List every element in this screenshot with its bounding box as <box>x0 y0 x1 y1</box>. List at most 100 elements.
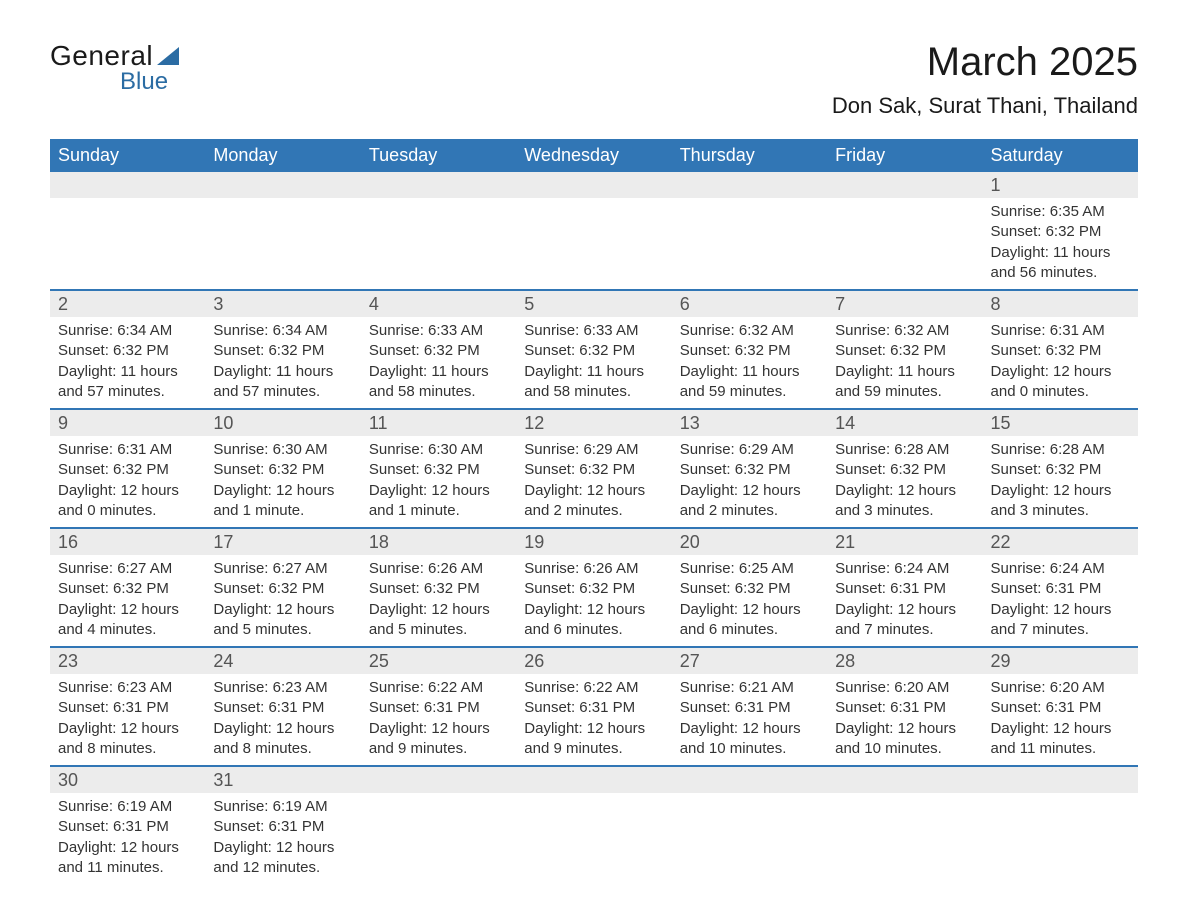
sunrise-text: Sunrise: 6:24 AM <box>835 559 974 579</box>
day-number: 19 <box>524 532 544 552</box>
daylight-text-line1: Daylight: 11 hours <box>213 362 352 382</box>
day-details-cell: Sunrise: 6:23 AMSunset: 6:31 PMDaylight:… <box>205 674 360 766</box>
week-details-row: Sunrise: 6:31 AMSunset: 6:32 PMDaylight:… <box>50 436 1138 528</box>
daylight-text-line2: and 6 minutes. <box>680 620 819 640</box>
day-number: 17 <box>213 532 233 552</box>
daylight-text-line1: Daylight: 12 hours <box>991 719 1130 739</box>
sunset-text: Sunset: 6:32 PM <box>835 341 974 361</box>
day-number-cell: 23 <box>50 647 205 674</box>
sunrise-text: Sunrise: 6:26 AM <box>369 559 508 579</box>
daylight-text-line1: Daylight: 11 hours <box>835 362 974 382</box>
sunset-text: Sunset: 6:32 PM <box>991 341 1130 361</box>
day-number-cell <box>205 172 360 198</box>
daylight-text-line1: Daylight: 12 hours <box>213 481 352 501</box>
day-details-cell <box>361 198 516 290</box>
sunset-text: Sunset: 6:31 PM <box>213 698 352 718</box>
sunset-text: Sunset: 6:32 PM <box>369 341 508 361</box>
daylight-text-line1: Daylight: 11 hours <box>369 362 508 382</box>
daylight-text-line2: and 58 minutes. <box>369 382 508 402</box>
daylight-text-line1: Daylight: 12 hours <box>991 600 1130 620</box>
sunrise-text: Sunrise: 6:33 AM <box>524 321 663 341</box>
sunrise-text: Sunrise: 6:30 AM <box>369 440 508 460</box>
sunrise-text: Sunrise: 6:28 AM <box>991 440 1130 460</box>
daylight-text-line2: and 59 minutes. <box>680 382 819 402</box>
sunset-text: Sunset: 6:32 PM <box>524 341 663 361</box>
day-number: 31 <box>213 770 233 790</box>
daylight-text-line1: Daylight: 12 hours <box>213 600 352 620</box>
week-daynum-row: 1 <box>50 172 1138 198</box>
day-number-cell <box>672 766 827 793</box>
day-details-cell: Sunrise: 6:22 AMSunset: 6:31 PMDaylight:… <box>516 674 671 766</box>
day-details-cell: Sunrise: 6:19 AMSunset: 6:31 PMDaylight:… <box>50 793 205 884</box>
sunset-text: Sunset: 6:31 PM <box>213 817 352 837</box>
sunrise-text: Sunrise: 6:22 AM <box>369 678 508 698</box>
daylight-text-line1: Daylight: 12 hours <box>58 719 197 739</box>
daylight-text-line1: Daylight: 12 hours <box>58 600 197 620</box>
day-number-cell <box>50 172 205 198</box>
day-number: 12 <box>524 413 544 433</box>
sunrise-text: Sunrise: 6:34 AM <box>58 321 197 341</box>
col-header-sunday: Sunday <box>50 139 205 172</box>
col-header-tuesday: Tuesday <box>361 139 516 172</box>
daylight-text-line1: Daylight: 12 hours <box>369 719 508 739</box>
day-number-cell <box>361 172 516 198</box>
daylight-text-line2: and 1 minute. <box>369 501 508 521</box>
day-number: 5 <box>524 294 534 314</box>
daylight-text-line2: and 6 minutes. <box>524 620 663 640</box>
day-number-cell <box>827 172 982 198</box>
daylight-text-line2: and 2 minutes. <box>524 501 663 521</box>
sunset-text: Sunset: 6:32 PM <box>213 579 352 599</box>
sunrise-text: Sunrise: 6:19 AM <box>58 797 197 817</box>
day-number-cell: 21 <box>827 528 982 555</box>
month-title: March 2025 <box>832 40 1138 85</box>
daylight-text-line2: and 9 minutes. <box>524 739 663 759</box>
day-number: 23 <box>58 651 78 671</box>
col-header-wednesday: Wednesday <box>516 139 671 172</box>
day-details-cell: Sunrise: 6:28 AMSunset: 6:32 PMDaylight:… <box>827 436 982 528</box>
daylight-text-line2: and 8 minutes. <box>58 739 197 759</box>
daylight-text-line1: Daylight: 11 hours <box>680 362 819 382</box>
sunset-text: Sunset: 6:32 PM <box>524 460 663 480</box>
day-details-cell: Sunrise: 6:33 AMSunset: 6:32 PMDaylight:… <box>361 317 516 409</box>
day-number: 9 <box>58 413 68 433</box>
day-details-cell <box>827 793 982 884</box>
day-number-cell: 16 <box>50 528 205 555</box>
day-number-cell: 13 <box>672 409 827 436</box>
day-number-cell: 10 <box>205 409 360 436</box>
daylight-text-line1: Daylight: 12 hours <box>524 719 663 739</box>
sunset-text: Sunset: 6:31 PM <box>991 579 1130 599</box>
day-details-cell <box>672 198 827 290</box>
daylight-text-line1: Daylight: 12 hours <box>991 481 1130 501</box>
day-number-cell: 1 <box>983 172 1138 198</box>
day-number-cell: 17 <box>205 528 360 555</box>
sunset-text: Sunset: 6:32 PM <box>213 341 352 361</box>
sunset-text: Sunset: 6:31 PM <box>991 698 1130 718</box>
day-number: 7 <box>835 294 845 314</box>
logo-text-blue: Blue <box>120 68 168 96</box>
calendar-header-row: Sunday Monday Tuesday Wednesday Thursday… <box>50 139 1138 172</box>
day-number-cell: 12 <box>516 409 671 436</box>
sunset-text: Sunset: 6:31 PM <box>369 698 508 718</box>
sunrise-text: Sunrise: 6:34 AM <box>213 321 352 341</box>
day-number: 10 <box>213 413 233 433</box>
daylight-text-line1: Daylight: 12 hours <box>213 719 352 739</box>
day-details-cell: Sunrise: 6:19 AMSunset: 6:31 PMDaylight:… <box>205 793 360 884</box>
sunrise-text: Sunrise: 6:32 AM <box>835 321 974 341</box>
sunrise-text: Sunrise: 6:23 AM <box>213 678 352 698</box>
day-number-cell <box>516 172 671 198</box>
day-details-cell: Sunrise: 6:26 AMSunset: 6:32 PMDaylight:… <box>361 555 516 647</box>
daylight-text-line2: and 5 minutes. <box>213 620 352 640</box>
day-details-cell: Sunrise: 6:30 AMSunset: 6:32 PMDaylight:… <box>361 436 516 528</box>
col-header-monday: Monday <box>205 139 360 172</box>
sunrise-text: Sunrise: 6:21 AM <box>680 678 819 698</box>
col-header-thursday: Thursday <box>672 139 827 172</box>
sunrise-text: Sunrise: 6:30 AM <box>213 440 352 460</box>
day-details-cell: Sunrise: 6:26 AMSunset: 6:32 PMDaylight:… <box>516 555 671 647</box>
daylight-text-line1: Daylight: 11 hours <box>524 362 663 382</box>
sunset-text: Sunset: 6:32 PM <box>835 460 974 480</box>
day-number-cell <box>672 172 827 198</box>
sunset-text: Sunset: 6:31 PM <box>680 698 819 718</box>
day-details-cell <box>50 198 205 290</box>
day-number-cell: 5 <box>516 290 671 317</box>
day-number: 18 <box>369 532 389 552</box>
